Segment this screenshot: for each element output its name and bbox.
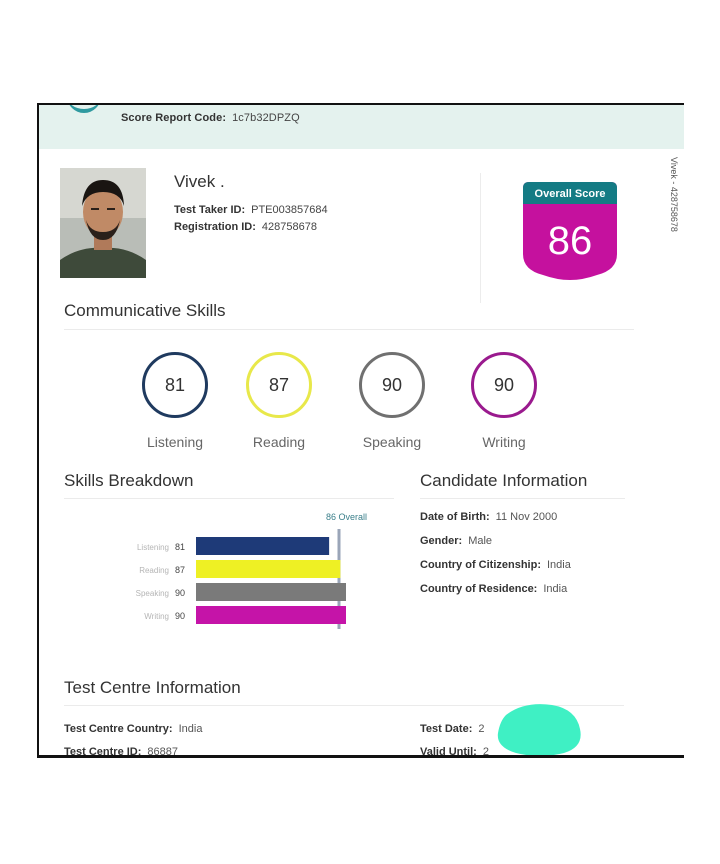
divider bbox=[420, 498, 625, 499]
bar-value-speaking: 90 bbox=[175, 588, 185, 598]
country-of-citizenship: Country of Citizenship: India bbox=[420, 559, 571, 571]
test-centre-country: Test Centre Country: India bbox=[64, 723, 202, 735]
overall-reference-line bbox=[337, 529, 341, 629]
score-report: Score Report Code: 1c7b32DPZQ Vivek . Tes… bbox=[37, 103, 684, 758]
divider bbox=[64, 329, 634, 330]
score-report-code-value: 1c7b32DPZQ bbox=[232, 112, 300, 124]
bar-label-listening: Listening bbox=[137, 543, 169, 552]
registration-id-label: Registration ID: bbox=[174, 221, 256, 233]
overall-score-value: 86 bbox=[548, 219, 593, 263]
registration-id-value: 428758678 bbox=[261, 221, 317, 233]
valid-until-label: Valid Until: bbox=[420, 746, 477, 758]
candidate-information-title: Candidate Information bbox=[420, 471, 588, 490]
bar-label-writing: Writing bbox=[144, 612, 169, 621]
overall-reference-label: 86 Overall bbox=[326, 512, 367, 522]
test-taker-id: Test Taker ID: PTE003857684 bbox=[174, 204, 328, 216]
skills-breakdown-chart: 86 Overall Listening 81 Reading 87 Speaking 90… bbox=[136, 512, 367, 629]
candidate-photo bbox=[60, 168, 146, 278]
reading-label: Reading bbox=[252, 434, 306, 450]
test-date: Test Date: 2 bbox=[420, 723, 485, 735]
overall-score-badge: Overall Score 86 bbox=[523, 182, 617, 280]
date-of-birth-value: 11 Nov 2000 bbox=[495, 511, 558, 523]
listening-score-circle: 81 bbox=[142, 352, 208, 418]
logo-arc-icon bbox=[67, 105, 101, 113]
date-of-birth: Date of Birth: 11 Nov 2000 bbox=[420, 511, 557, 523]
gender: Gender: Male bbox=[420, 535, 492, 547]
side-reference-text: Vivek - 428758678 bbox=[669, 157, 679, 232]
writing-score: 90 bbox=[493, 374, 515, 395]
country-of-residence-label: Country of Residence: bbox=[420, 583, 538, 595]
date-of-birth-label: Date of Birth: bbox=[420, 511, 490, 523]
bar-value-listening: 81 bbox=[175, 542, 185, 552]
test-centre-country-value: India bbox=[178, 723, 203, 735]
bar-listening bbox=[196, 537, 330, 555]
gender-label: Gender: bbox=[420, 535, 463, 547]
writing-score-circle: 90 bbox=[471, 352, 537, 418]
test-centre-id-label: Test Centre ID: bbox=[64, 746, 142, 758]
writing-label: Writing bbox=[482, 434, 526, 450]
speaking-score: 90 bbox=[381, 374, 403, 395]
speaking-label: Speaking bbox=[362, 434, 422, 450]
speaking-score-circle: 90 bbox=[359, 352, 425, 418]
test-taker-id-value: PTE003857684 bbox=[251, 204, 328, 216]
listening-label: Listening bbox=[146, 434, 204, 450]
avatar-image bbox=[60, 168, 146, 278]
skills-breakdown-title: Skills Breakdown bbox=[64, 471, 194, 490]
test-centre-title: Test Centre Information bbox=[64, 678, 241, 697]
redaction-mark bbox=[497, 704, 581, 755]
listening-score: 81 bbox=[164, 374, 186, 395]
country-of-citizenship-value: India bbox=[547, 559, 571, 571]
bar-writing bbox=[196, 606, 346, 624]
score-report-code-label: Score Report Code: bbox=[121, 112, 227, 124]
test-date-label: Test Date: bbox=[420, 723, 473, 735]
reading-score: 87 bbox=[268, 374, 290, 395]
registration-id: Registration ID: 428758678 bbox=[174, 221, 317, 233]
communicative-skills-title: Communicative Skills bbox=[64, 301, 226, 320]
divider bbox=[64, 498, 394, 499]
overall-score-label: Overall Score bbox=[535, 188, 606, 200]
bar-speaking bbox=[196, 583, 346, 601]
country-of-citizenship-label: Country of Citizenship: bbox=[420, 559, 541, 571]
bar-label-reading: Reading bbox=[139, 566, 169, 575]
gender-value: Male bbox=[468, 535, 493, 547]
bar-value-writing: 90 bbox=[175, 611, 185, 621]
valid-until: Valid Until: 2 bbox=[420, 746, 489, 758]
divider bbox=[64, 705, 624, 706]
bar-value-reading: 87 bbox=[175, 565, 185, 575]
header-band bbox=[39, 105, 684, 149]
overall-score-shield: Overall Score 86 bbox=[523, 182, 617, 280]
candidate-name: Vivek . bbox=[174, 172, 225, 191]
country-of-residence-value: India bbox=[543, 583, 568, 595]
test-date-value: 2 bbox=[478, 723, 485, 735]
divider bbox=[480, 173, 481, 303]
test-centre-country-label: Test Centre Country: bbox=[64, 723, 173, 735]
score-report-code: Score Report Code: 1c7b32DPZQ bbox=[121, 112, 300, 124]
test-centre-id: Test Centre ID: 86887 bbox=[64, 746, 179, 758]
reading-score-circle: 87 bbox=[246, 352, 312, 418]
test-taker-id-label: Test Taker ID: bbox=[174, 204, 246, 216]
bar-label-speaking: Speaking bbox=[136, 589, 169, 598]
bar-reading bbox=[196, 560, 341, 578]
country-of-residence: Country of Residence: India bbox=[420, 583, 567, 595]
test-centre-id-value: 86887 bbox=[147, 746, 179, 758]
valid-until-value: 2 bbox=[482, 746, 489, 758]
